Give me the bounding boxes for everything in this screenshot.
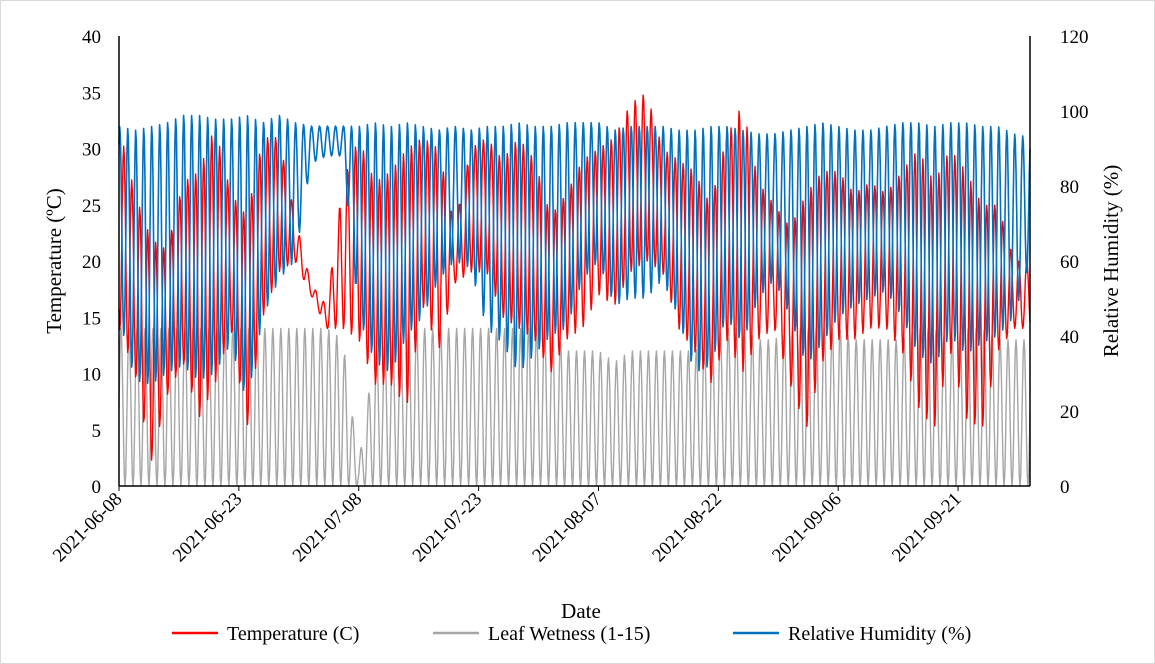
x-tick-label: 2021-08-07	[528, 489, 606, 567]
y-tick-label: 0	[92, 477, 102, 498]
axes-layer	[118, 36, 1031, 487]
legend: Temperature (C) Leaf Wetness (1-15) Rela…	[172, 623, 971, 645]
y-tick-label: 25	[82, 196, 101, 217]
y2-tick-label: 120	[1060, 27, 1089, 48]
x-tick-label: 2021-07-23	[409, 489, 487, 567]
y-tick-label: 20	[82, 252, 101, 273]
x-axis-title: Date	[561, 599, 601, 623]
y-tick-label: 15	[82, 308, 101, 329]
y2-tick-label: 100	[1060, 102, 1089, 123]
x-tick-label: 2021-09-21	[888, 489, 966, 567]
legend-label-temperature: Temperature (C)	[227, 623, 359, 645]
y2-tick-label: 40	[1060, 327, 1079, 348]
series-layer	[118, 94, 1031, 487]
y2-tick-label: 60	[1060, 252, 1079, 273]
y-tick-label: 10	[82, 365, 101, 386]
x-tick-label: 2021-08-22	[648, 489, 726, 567]
x-tick-label: 2021-07-08	[289, 489, 367, 567]
y-axis-title: Temperature (ºC)	[42, 188, 66, 334]
y2-axis-title: Relative Humidity (%)	[1099, 165, 1123, 357]
y2-tick-label: 20	[1060, 402, 1079, 423]
series-line-temperature-c	[118, 94, 1031, 461]
legend-label-leaf-wetness: Leaf Wetness (1-15)	[488, 623, 650, 645]
y-tick-label: 30	[82, 140, 101, 161]
series-line-relative-humidity	[118, 114, 1031, 392]
x-tick-label: 2021-06-08	[49, 489, 127, 567]
y-tick-label: 5	[92, 421, 102, 442]
y2-tick-label: 80	[1060, 177, 1079, 198]
y2-tick-label: 0	[1060, 477, 1070, 498]
y-tick-label: 35	[82, 83, 101, 104]
y-tick-label: 40	[82, 27, 101, 48]
x-tick-label: 2021-06-23	[169, 489, 247, 567]
series-line-leaf-wetness-1-15	[118, 327, 1031, 487]
x-tick-label: 2021-09-06	[768, 489, 846, 567]
legend-label-relative-humidity: Relative Humidity (%)	[788, 623, 971, 645]
